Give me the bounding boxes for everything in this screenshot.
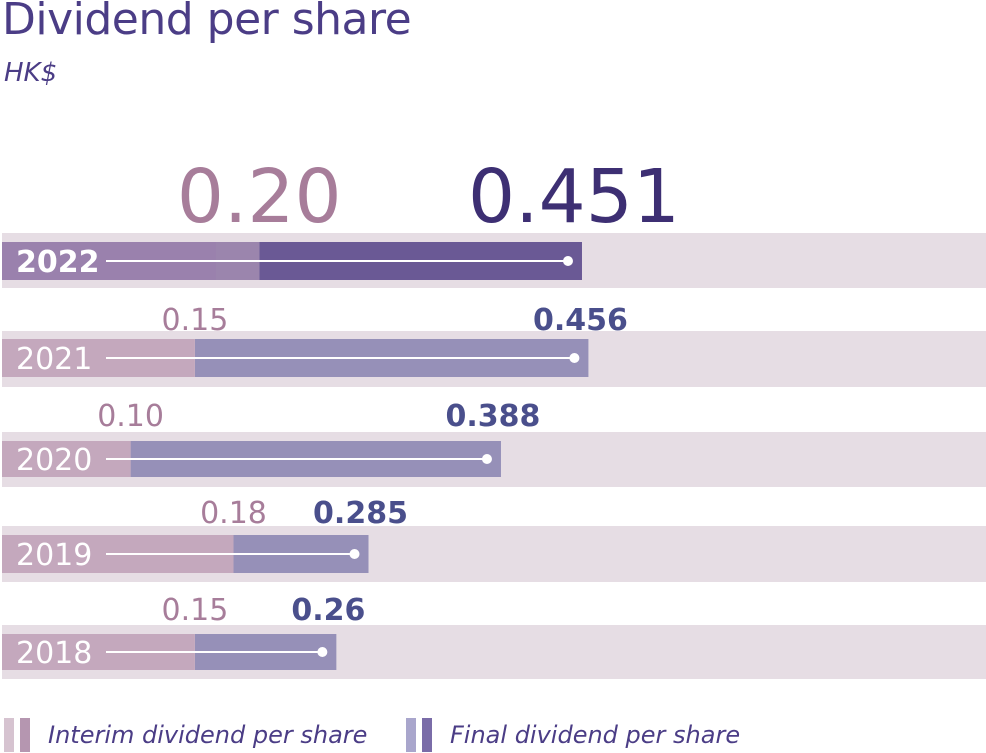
chart-title: Dividend per share (2, 0, 412, 45)
bar-end-dot-2022 (562, 256, 573, 266)
legend-final-swatch-dark (422, 718, 432, 752)
legend-interim: Interim dividend per share (4, 718, 367, 752)
year-label-2020: 2020 (16, 443, 92, 478)
year-label-2019: 2019 (16, 538, 92, 573)
final-value-label-2019: 0.285 (313, 496, 408, 531)
interim-value-label-2021: 0.15 (162, 303, 229, 338)
bar-end-dot-2019 (349, 549, 360, 559)
legend-interim-swatch-light (4, 718, 14, 752)
final-value-label-2021: 0.456 (533, 303, 628, 338)
unit-label: HK$ (4, 58, 58, 88)
interim-value-label-2018: 0.15 (162, 593, 229, 628)
legend-interim-label: Interim dividend per share (48, 721, 368, 749)
interim-value-label-2019: 0.18 (200, 496, 267, 531)
bar-end-dot-2021 (569, 353, 580, 363)
legend-final: Final dividend per share (406, 718, 740, 752)
final-value-label-2018: 0.26 (291, 593, 365, 628)
legend-final-label: Final dividend per share (450, 721, 741, 749)
interim-value-label-2022: 0.20 (177, 154, 342, 240)
year-label-2022: 2022 (16, 245, 100, 280)
interim-value-label-2020: 0.10 (97, 399, 164, 434)
year-label-2021: 2021 (16, 342, 92, 377)
final-value-label-2020: 0.388 (446, 399, 541, 434)
legend-final-swatch-light (406, 718, 416, 752)
legend-interim-swatch-dark (20, 718, 30, 752)
final-value-label-2022: 0.451 (468, 154, 680, 240)
bar-end-dot-2020 (481, 454, 492, 464)
bar-end-dot-2018 (317, 647, 328, 657)
year-label-2018: 2018 (16, 636, 92, 671)
